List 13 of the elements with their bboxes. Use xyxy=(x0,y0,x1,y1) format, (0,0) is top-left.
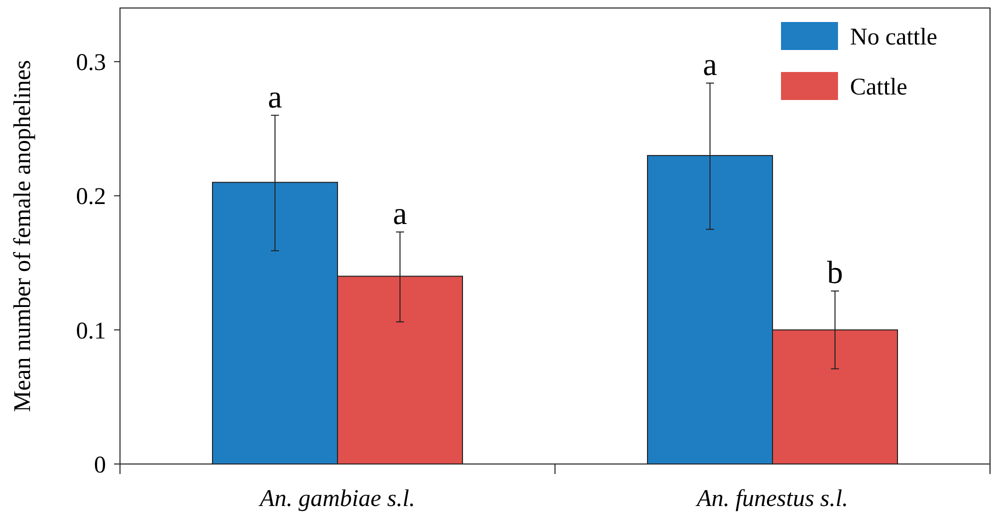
y-tick-label: 0.3 xyxy=(76,50,106,76)
annotation: a xyxy=(268,78,282,114)
annotation: a xyxy=(702,46,718,82)
y-axis-title: Mean number of female anophelines xyxy=(10,60,36,412)
legend-label: No cattle xyxy=(850,24,938,50)
x-tick-label: An. funestus s.l. xyxy=(694,486,848,512)
y-tick-label: 0.2 xyxy=(76,184,106,210)
legend-label: Cattle xyxy=(850,74,908,100)
y-tick-label: 0 xyxy=(94,452,106,478)
annotation: a xyxy=(392,194,408,231)
y-tick-label: 0.1 xyxy=(76,318,106,344)
annotation: b xyxy=(827,254,843,290)
x-tick-label: An. gambiae s.l. xyxy=(258,486,416,512)
